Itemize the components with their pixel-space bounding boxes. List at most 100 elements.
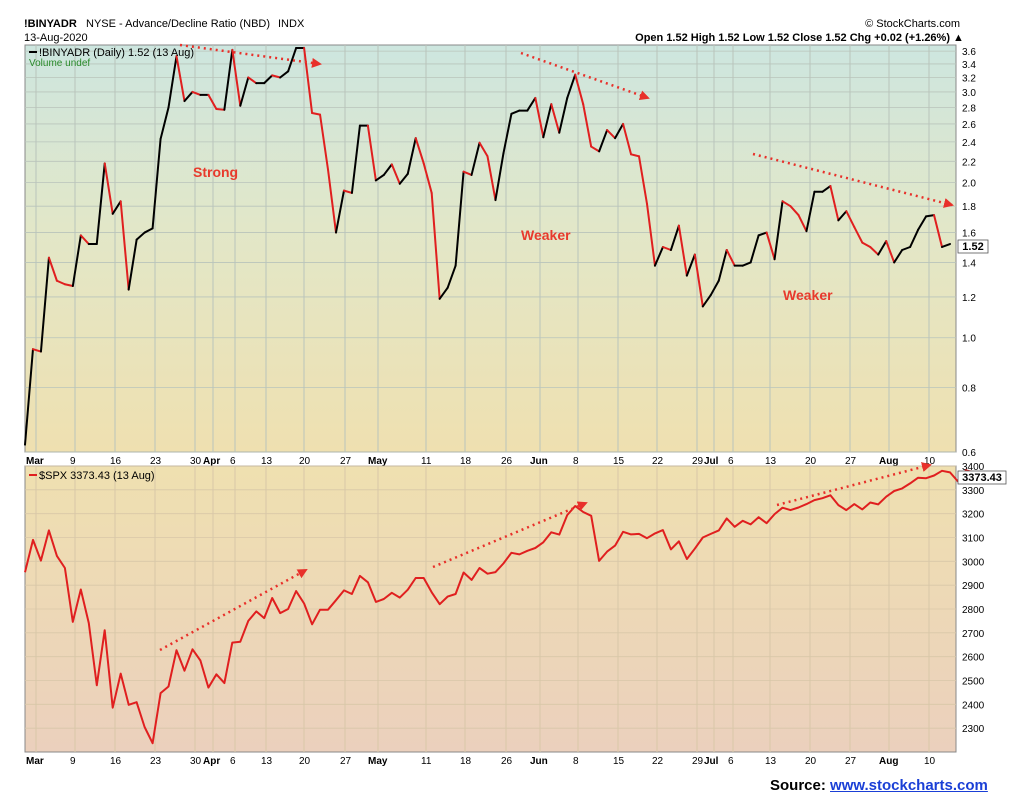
adr-line-segment <box>590 145 601 153</box>
upper-panel <box>24 44 957 453</box>
y-tick-label-upper: 2.8 <box>962 103 976 114</box>
adr-line-segment <box>669 224 680 252</box>
adr-line-segment <box>606 129 617 140</box>
adr-line-segment <box>175 55 186 103</box>
y-tick-label-upper: 1.8 <box>962 202 976 213</box>
adr-line-segment <box>925 214 936 218</box>
y-tick-label-upper: 2.6 <box>962 120 976 131</box>
adr-line-segment <box>111 200 122 215</box>
adr-line-segment <box>223 48 234 111</box>
adr-line-segment <box>127 238 138 291</box>
adr-line-segment <box>550 103 561 134</box>
x-tick-label-upper: 29 <box>692 456 704 467</box>
x-tick-label-lower: 30 <box>190 756 202 767</box>
adr-line-segment <box>183 90 194 103</box>
x-tick-label-upper: 15 <box>613 456 625 467</box>
x-tick-label-lower: 22 <box>652 756 664 767</box>
x-tick-label-upper: 20 <box>299 456 311 467</box>
trend-arrow-lower-1 <box>159 568 308 652</box>
y-tick-label-upper: 1.4 <box>962 258 976 269</box>
y-tick-label-lower: 3200 <box>962 510 985 521</box>
y-tick-label-upper: 1.6 <box>962 229 976 240</box>
legend-adr: !BINYADR (Daily) 1.52 (13 Aug) <box>39 47 194 59</box>
y-tick-label-lower: 2300 <box>962 724 985 735</box>
source-link[interactable]: www.stockcharts.com <box>830 777 988 794</box>
adr-line-segment <box>582 103 593 148</box>
y-tick-label-lower: 2400 <box>962 700 985 711</box>
adr-line-segment <box>725 249 736 267</box>
adr-line-segment <box>159 106 170 141</box>
y-tick-label-lower: 2600 <box>962 653 985 664</box>
source-line: Source: www.stockcharts.com <box>770 777 988 794</box>
up-arrow-icon: ▲ <box>953 32 964 44</box>
annotation-strong: Strong <box>193 164 238 180</box>
y-tick-label-upper: 3.2 <box>962 73 976 84</box>
y-tick-label-upper: 2.2 <box>962 157 976 168</box>
x-tick-label-lower: 29 <box>692 756 704 767</box>
adr-line-segment <box>47 256 58 282</box>
adr-line-segment <box>63 283 74 288</box>
adr-line-segment <box>494 152 505 202</box>
adr-line-segment <box>39 256 50 353</box>
adr-line-segment <box>271 74 282 79</box>
adr-line-segment <box>119 200 130 291</box>
y-tick-label-lower: 3000 <box>962 557 985 568</box>
adr-line-segment <box>398 172 409 185</box>
adr-line-segment <box>231 48 242 107</box>
trend-arrow-upper-2 <box>520 51 650 101</box>
x-tick-label-lower: Apr <box>203 756 220 767</box>
adr-line-segment <box>909 228 920 248</box>
x-tick-label-lower: 9 <box>70 756 76 767</box>
trend-arrow-lower-2 <box>432 501 588 569</box>
last-value-box-spx <box>957 470 1007 485</box>
adr-line-segment <box>558 96 569 134</box>
adr-line-segment <box>79 234 90 246</box>
adr-line-segment <box>773 200 784 261</box>
adr-line-segment <box>327 168 337 234</box>
x-tick-label-lower: 27 <box>340 756 352 767</box>
adr-line-segment <box>837 210 848 222</box>
adr-line-segment <box>693 253 704 308</box>
adr-line-segment <box>933 214 944 248</box>
legend-spx: $SPX 3373.43 (13 Aug) <box>39 470 155 482</box>
y-tick-label-lower: 3300 <box>962 486 985 497</box>
adr-line-segment <box>95 162 106 246</box>
legend-volume: Volume undef <box>29 58 90 69</box>
adr-line-segment <box>542 103 553 139</box>
x-tick-label-upper: 10 <box>924 456 936 467</box>
adr-line-segment <box>263 74 274 85</box>
y-tick-label-lower: 2700 <box>962 629 985 640</box>
adr-line-segment <box>510 109 521 115</box>
y-tick-label-upper: 1.0 <box>962 334 976 345</box>
adr-line-segment <box>614 122 625 140</box>
annotation-weaker-2: Weaker <box>783 287 833 303</box>
y-tick-label-upper: 2.0 <box>962 179 976 190</box>
y-tick-label-lower: 3100 <box>962 534 985 545</box>
chart-description: NYSE - Advance/Decline Ratio (NBD) <box>86 18 270 30</box>
y-tick-label-upper: 3.4 <box>962 60 976 71</box>
x-tick-label-upper: 30 <box>190 456 202 467</box>
x-tick-label-lower: 16 <box>110 756 122 767</box>
x-tick-label-lower: 10 <box>924 756 936 767</box>
x-tick-label-upper: 6 <box>728 456 734 467</box>
x-tick-label-upper: 11 <box>421 456 432 467</box>
adr-line-segment <box>741 261 752 267</box>
spx-line <box>24 469 975 745</box>
x-tick-label-lower: 20 <box>805 756 817 767</box>
adr-line-segment <box>805 190 816 233</box>
x-tick-label-upper: 26 <box>501 456 513 467</box>
x-tick-label-lower: 11 <box>421 756 432 767</box>
adr-line-segment <box>446 264 457 289</box>
y-tick-label-upper: 3.6 <box>962 47 976 58</box>
x-tick-label-upper: Aug <box>879 456 898 467</box>
adr-line-segment <box>709 279 720 297</box>
adr-line-segment <box>869 245 880 256</box>
adr-line-segment <box>438 286 449 300</box>
adr-line-segment <box>414 137 425 165</box>
adr-line-segment <box>191 90 202 96</box>
x-tick-label-lower: 27 <box>845 756 857 767</box>
adr-line-segment <box>55 279 66 286</box>
exchange: INDX <box>278 18 305 30</box>
adr-line-segment <box>630 153 641 158</box>
symbol: !BINYADR <box>24 18 77 30</box>
